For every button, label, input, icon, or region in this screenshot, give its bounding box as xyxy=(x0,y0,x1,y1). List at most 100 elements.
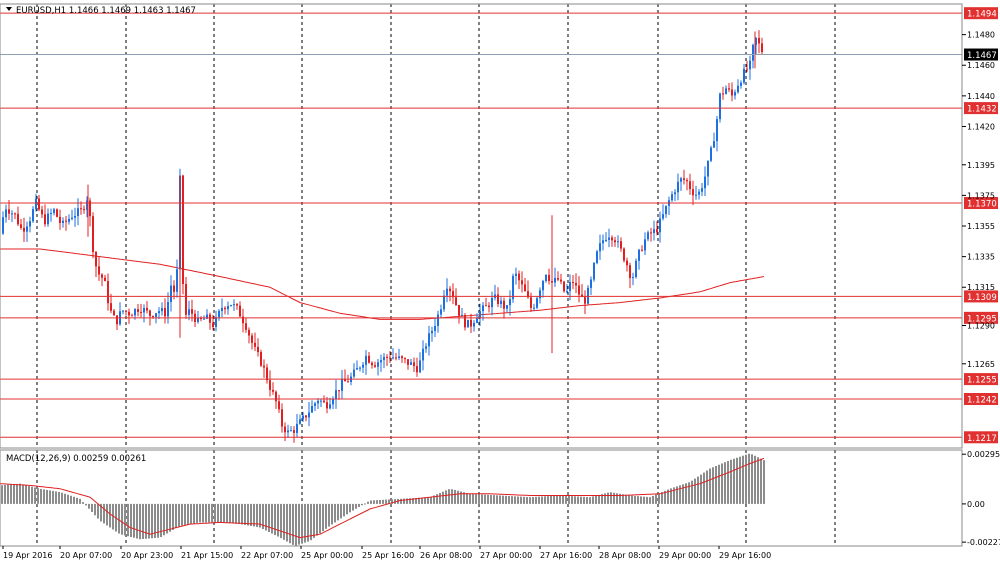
macd-histogram-bar xyxy=(256,503,258,527)
macd-histogram-bar xyxy=(559,495,561,504)
candle-bull xyxy=(479,311,481,319)
macd-histogram-bar xyxy=(364,503,366,505)
macd-histogram-bar xyxy=(703,472,705,504)
candle-bear xyxy=(371,362,373,366)
candle-bull xyxy=(587,287,589,304)
macd-histogram-bar xyxy=(340,503,342,519)
macd-signal-line xyxy=(0,457,765,539)
candle-bull xyxy=(467,319,469,328)
candle-bear xyxy=(131,315,133,317)
candle-bear xyxy=(275,391,277,402)
macd-histogram-bar xyxy=(700,474,702,504)
macd-histogram-bar xyxy=(166,503,168,534)
candle-bull xyxy=(122,310,124,312)
candle-bull xyxy=(713,141,715,148)
macd-histogram-bar xyxy=(523,496,525,504)
candle-bear xyxy=(164,308,166,317)
macd-histogram-bar xyxy=(13,484,15,504)
macd-histogram-bar xyxy=(508,495,510,504)
candle-bear xyxy=(44,214,46,225)
macd-histogram-bar xyxy=(391,499,393,504)
macd-histogram-bar xyxy=(1,485,3,504)
macd-histogram-bar xyxy=(328,503,330,527)
macd-histogram-bar xyxy=(4,484,6,504)
macd-histogram-bar xyxy=(532,496,534,504)
time-tick-label: 19 Apr 2016 xyxy=(3,551,52,560)
macd-histogram-bar xyxy=(451,489,453,504)
price-tick-label: 1.1355 xyxy=(967,222,995,231)
candle-bear xyxy=(581,294,583,298)
macd-histogram-bar xyxy=(406,498,408,504)
candle-bull xyxy=(608,237,610,240)
candle-bull xyxy=(203,318,205,320)
candle-bull xyxy=(155,313,157,317)
macd-histogram-bar xyxy=(601,494,603,504)
candle-bull xyxy=(332,399,334,405)
macd-histogram-bar xyxy=(268,503,270,533)
macd-histogram-bar xyxy=(94,503,96,516)
macd-histogram-bar xyxy=(286,503,288,542)
candle-bull xyxy=(62,220,64,223)
candle-bull xyxy=(35,198,37,210)
candle-bull xyxy=(554,277,556,283)
macd-histogram-bar xyxy=(79,498,81,504)
candle-bear xyxy=(257,346,259,353)
candle-bear xyxy=(626,260,628,266)
candle-bull xyxy=(197,317,199,322)
macd-histogram-bar xyxy=(694,478,696,504)
candle-bull xyxy=(482,305,484,312)
candle-bull xyxy=(383,356,385,361)
candle-bear xyxy=(239,305,241,317)
macd-histogram-bar xyxy=(10,484,12,504)
candle-bull xyxy=(290,430,292,432)
macd-histogram-bar xyxy=(283,503,285,540)
candle-bull xyxy=(755,37,757,45)
macd-histogram-bar xyxy=(139,503,141,540)
price-tick-label: 1.1315 xyxy=(967,283,995,292)
dropdown-triangle-icon[interactable] xyxy=(6,7,12,11)
macd-histogram-bar xyxy=(403,498,405,504)
macd-histogram-bar xyxy=(358,503,360,508)
macd-histogram-bar xyxy=(433,495,435,504)
macd-histogram-bar xyxy=(109,503,111,528)
macd-indicator xyxy=(0,453,765,546)
candle-bull xyxy=(617,241,619,243)
candle-bull xyxy=(314,403,316,406)
macd-histogram-bar xyxy=(271,503,273,534)
macd-histogram-bar xyxy=(685,483,687,504)
level-label-box xyxy=(964,197,998,210)
macd-histogram-bar xyxy=(592,496,594,504)
macd-histogram-bar xyxy=(562,495,564,504)
candle-bull xyxy=(398,356,400,359)
macd-histogram-bar xyxy=(736,457,738,504)
macd-histogram-bar xyxy=(307,503,309,542)
candle-bull xyxy=(86,200,88,210)
candle-bull xyxy=(638,249,640,261)
macd-histogram-bar xyxy=(526,496,528,504)
macd-histogram-bar xyxy=(277,503,279,537)
macd-histogram-bar xyxy=(178,503,180,527)
macd-histogram-bar xyxy=(241,503,243,525)
macd-histogram-bar xyxy=(520,496,522,504)
candle-bull xyxy=(302,415,304,420)
candle-bear xyxy=(527,291,529,298)
macd-histogram-bar xyxy=(379,499,381,504)
candle-bull xyxy=(233,304,235,306)
macd-tick-label: -0.00227 xyxy=(967,538,1000,547)
macd-histogram-bar xyxy=(58,491,60,504)
macd-histogram-bar xyxy=(40,488,42,504)
candle-bear xyxy=(758,37,760,44)
macd-histogram-bar xyxy=(712,467,714,504)
candle-bull xyxy=(602,240,604,244)
time-tick-label: 27 Apr 00:00 xyxy=(480,551,532,560)
candle-bear xyxy=(503,300,505,309)
macd-histogram-bar xyxy=(760,458,762,504)
macd-histogram-bar xyxy=(376,500,378,504)
macd-axis: 0.00295 0.00 -0.00227 xyxy=(962,450,1000,547)
candle-bull xyxy=(311,405,313,413)
price-tick-label: 1.1420 xyxy=(967,122,995,131)
candle-bear xyxy=(182,175,184,284)
candle-bull xyxy=(440,309,442,315)
candle-bull xyxy=(515,273,517,276)
